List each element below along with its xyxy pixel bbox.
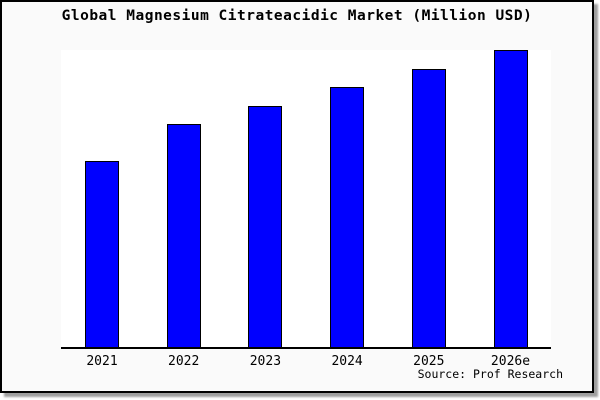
x-axis-tick-labels: 2021 2022 2023 2024 2025 2026e (61, 354, 551, 370)
x-tick-label-2021: 2021 (86, 354, 118, 369)
x-tick-label-2025: 2025 (413, 354, 445, 369)
x-tick-label-2024: 2024 (331, 354, 363, 369)
bars-layer (61, 50, 551, 347)
bar-2025 (411, 68, 446, 347)
bar-2026e (493, 50, 528, 347)
x-tick-label-2023: 2023 (249, 354, 282, 369)
source-text: Source: Prof Research (417, 367, 563, 381)
bar-2024 (330, 87, 365, 347)
x-tick-label-2022: 2022 (168, 354, 200, 369)
x-tick-label-2026e: 2026e (490, 354, 531, 369)
bar-2021 (85, 161, 119, 347)
bar-2022 (166, 124, 201, 347)
chart-title: Global Magnesium Citrateacidic Market (M… (61, 8, 533, 24)
bar-2023 (248, 105, 283, 347)
plot-area (61, 50, 551, 349)
